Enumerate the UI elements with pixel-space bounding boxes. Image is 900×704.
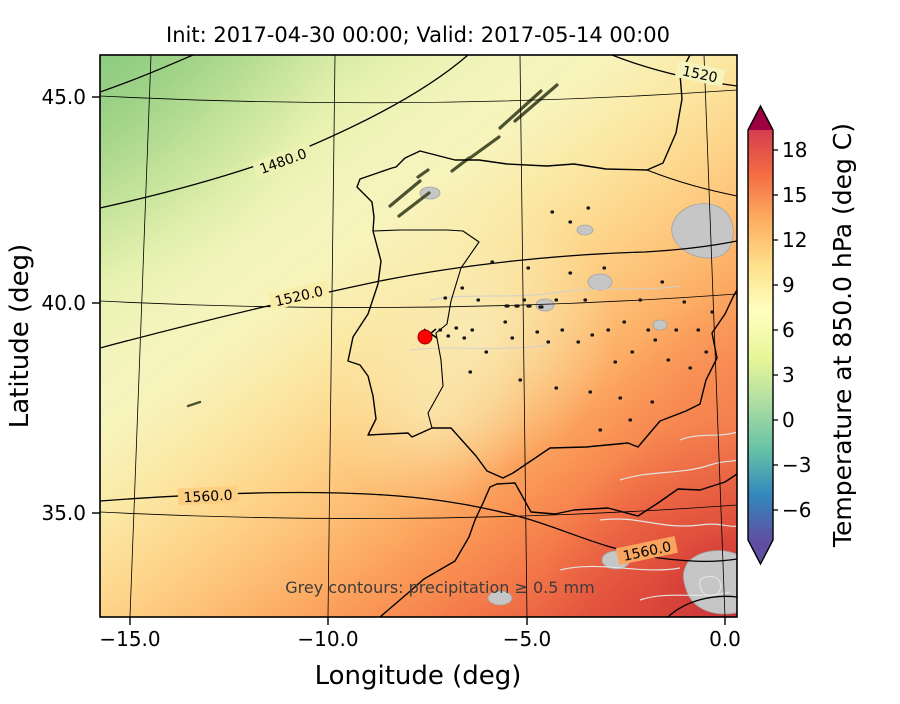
- plot-title: Init: 2017-04-30 00:00; Valid: 2017-05-1…: [166, 23, 670, 47]
- x-axis: −15.0 −10.0 −5.0 0.0 Longitude (deg): [99, 617, 741, 691]
- red-dot-marker: [417, 329, 433, 345]
- colorbar-top-arrow: [748, 106, 773, 130]
- colorbar-tick-label: 3: [782, 363, 795, 387]
- contour-label-bg: [615, 535, 679, 566]
- meridian-minus15: [129, 55, 152, 617]
- colorbar-tick-label: 9: [782, 273, 795, 297]
- contour-label-text: 1520: [681, 63, 719, 86]
- colorbar-tick-label: −3: [782, 453, 811, 477]
- x-tick-label: −10.0: [297, 627, 358, 651]
- colorbar-outline: [747, 104, 774, 566]
- precipitation-grey-patches: [419, 186, 737, 615]
- parallel-40: [100, 293, 737, 308]
- map-content: 1480.0 1520 1520.0 1560.0 1560.0 Grey co…: [100, 55, 737, 617]
- precipitation-grey-contours: [409, 285, 737, 601]
- precipitation-annotation: Grey contours: precipitation ≥ 0.5 mm: [285, 578, 594, 597]
- colorbar-axis-label: Temperature at 850.0 hPa (deg C): [828, 123, 857, 548]
- x-tick-label: −5.0: [503, 627, 552, 651]
- portugal-spain-border: [372, 229, 480, 429]
- contour-1480: [100, 55, 469, 209]
- x-tick-label: 0.0: [709, 627, 741, 651]
- colorbar-tick-label: 18: [782, 138, 807, 162]
- y-axis: 45.0 40.0 35.0 Latitude (deg): [5, 85, 100, 525]
- contour-label-1560-left: 1560.0: [177, 485, 239, 507]
- colorbar-tick-label: 6: [782, 318, 795, 342]
- y-axis-label: Latitude (deg): [5, 244, 35, 429]
- contour-label-bg: [674, 60, 726, 87]
- colorbar-tick-labels: 18 15 12 9 6 3 0 −3 −6: [782, 138, 811, 522]
- x-tick-marks: [129, 617, 726, 625]
- meridian-minus5: [519, 55, 528, 617]
- plot-frame: [99, 54, 738, 618]
- colorbar-tick-label: 15: [782, 183, 807, 207]
- contour-upper-left: [100, 55, 194, 93]
- colorbar-tick-label: 0: [782, 408, 795, 432]
- colorbar-tick-label: 12: [782, 228, 807, 252]
- iberia-france-coast: [347, 55, 737, 479]
- contour-label-bg: [177, 485, 239, 506]
- colorbar-tick-marks: [773, 149, 778, 511]
- parallel-45: [100, 89, 737, 104]
- y-tick-label: 35.0: [41, 501, 86, 525]
- y-tick-marks: [92, 96, 100, 514]
- coastlines: [347, 55, 737, 617]
- meridian-minus10: [327, 55, 336, 617]
- colorbar-bottom-arrow: [748, 540, 773, 564]
- africa-coast: [379, 473, 737, 617]
- contour-label-bg: [267, 280, 331, 311]
- contour-label-text: 1560.0: [183, 488, 233, 507]
- france-spain-border: [646, 169, 737, 197]
- colorbar: 18 15 12 9 6 3 0 −3 −6 Temperature at 85…: [747, 104, 857, 566]
- x-axis-label: Longitude (deg): [315, 661, 522, 691]
- meridian-0: [703, 55, 726, 617]
- y-tick-label: 45.0: [41, 85, 86, 109]
- y-tick-label: 40.0: [41, 291, 86, 315]
- colorbar-tick-label: −6: [782, 498, 811, 522]
- colorbar-body: [748, 130, 773, 540]
- contour-1560-wiggle: [667, 595, 737, 617]
- x-tick-label: −15.0: [99, 627, 160, 651]
- station-marker: [417, 328, 438, 345]
- map-axes: 1480.0 1520 1520.0 1560.0 1560.0 Grey co…: [5, 54, 741, 691]
- contour-label-bg: [251, 142, 314, 179]
- dark-speckles: [438, 206, 715, 432]
- contour-label-1520-topright: 1520: [674, 60, 726, 87]
